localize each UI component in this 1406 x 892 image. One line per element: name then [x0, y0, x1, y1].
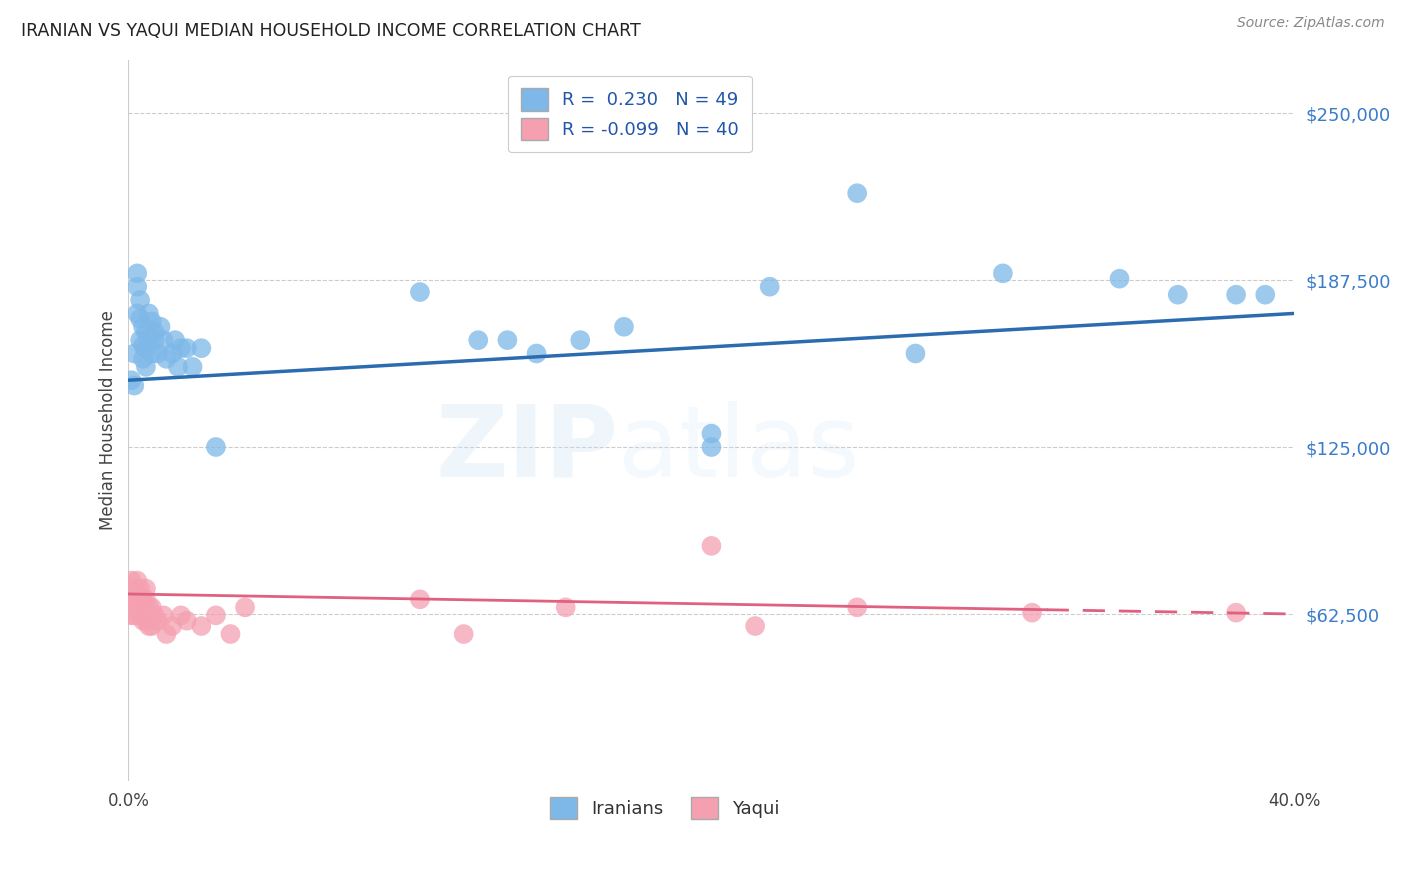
Point [124, 378, 146, 392]
Point [1167, 287, 1189, 301]
Point [129, 592, 152, 607]
Point [1254, 287, 1277, 301]
Point [554, 600, 576, 615]
Point [135, 325, 157, 339]
Text: IRANIAN VS YAQUI MEDIAN HOUSEHOLD INCOME CORRELATION CHART: IRANIAN VS YAQUI MEDIAN HOUSEHOLD INCOME… [21, 22, 641, 40]
Point [132, 614, 155, 628]
Point [127, 600, 149, 615]
Point [129, 608, 152, 623]
Point [124, 608, 146, 623]
Point [1225, 606, 1247, 620]
Point [409, 592, 432, 607]
Point [132, 338, 155, 352]
Point [190, 341, 212, 355]
Point [205, 608, 228, 623]
Point [135, 614, 157, 628]
Point [846, 600, 869, 615]
Point [700, 426, 723, 441]
Point [132, 351, 155, 366]
Point [904, 346, 927, 360]
Point [141, 600, 163, 615]
Point [467, 333, 489, 347]
Point [155, 627, 177, 641]
Point [846, 186, 869, 201]
Point [165, 333, 187, 347]
Point [700, 440, 723, 454]
Point [127, 279, 149, 293]
Point [170, 608, 193, 623]
Point [138, 619, 160, 633]
Point [138, 333, 160, 347]
Point [129, 311, 152, 326]
Point [146, 614, 169, 628]
Point [409, 285, 432, 299]
Point [141, 619, 163, 633]
Point [120, 373, 142, 387]
Point [120, 608, 142, 623]
Point [1225, 287, 1247, 301]
Point [1108, 271, 1130, 285]
Legend: Iranians, Yaqui: Iranians, Yaqui [543, 789, 787, 826]
Point [127, 574, 149, 588]
Point [141, 346, 163, 360]
Point [613, 319, 636, 334]
Point [744, 619, 766, 633]
Point [141, 314, 163, 328]
Point [138, 306, 160, 320]
Point [129, 582, 152, 596]
Point [124, 592, 146, 607]
Point [132, 592, 155, 607]
Point [138, 600, 160, 615]
Point [170, 341, 193, 355]
Point [143, 608, 166, 623]
Point [135, 341, 157, 355]
Point [1021, 606, 1043, 620]
Point [120, 592, 142, 607]
Point [135, 582, 157, 596]
Point [526, 346, 548, 360]
Point [176, 614, 198, 628]
Y-axis label: Median Household Income: Median Household Income [100, 310, 117, 530]
Point [160, 619, 183, 633]
Point [569, 333, 592, 347]
Point [129, 333, 152, 347]
Point [143, 325, 166, 339]
Point [143, 333, 166, 347]
Point [146, 346, 169, 360]
Point [127, 306, 149, 320]
Point [190, 619, 212, 633]
Point [167, 359, 190, 374]
Point [135, 592, 157, 607]
Point [233, 600, 256, 615]
Text: atlas: atlas [619, 401, 860, 498]
Point [124, 346, 146, 360]
Text: Source: ZipAtlas.com: Source: ZipAtlas.com [1237, 16, 1385, 30]
Point [120, 574, 142, 588]
Point [496, 333, 519, 347]
Point [205, 440, 228, 454]
Point [149, 319, 172, 334]
Point [176, 341, 198, 355]
Point [155, 351, 177, 366]
Point [152, 608, 174, 623]
Point [127, 266, 149, 280]
Point [152, 333, 174, 347]
Point [132, 319, 155, 334]
Point [129, 293, 152, 307]
Point [453, 627, 475, 641]
Point [700, 539, 723, 553]
Text: ZIP: ZIP [436, 401, 619, 498]
Point [219, 627, 242, 641]
Point [127, 587, 149, 601]
Point [181, 359, 204, 374]
Point [758, 279, 780, 293]
Point [160, 346, 183, 360]
Point [135, 359, 157, 374]
Point [991, 266, 1014, 280]
Point [124, 582, 146, 596]
